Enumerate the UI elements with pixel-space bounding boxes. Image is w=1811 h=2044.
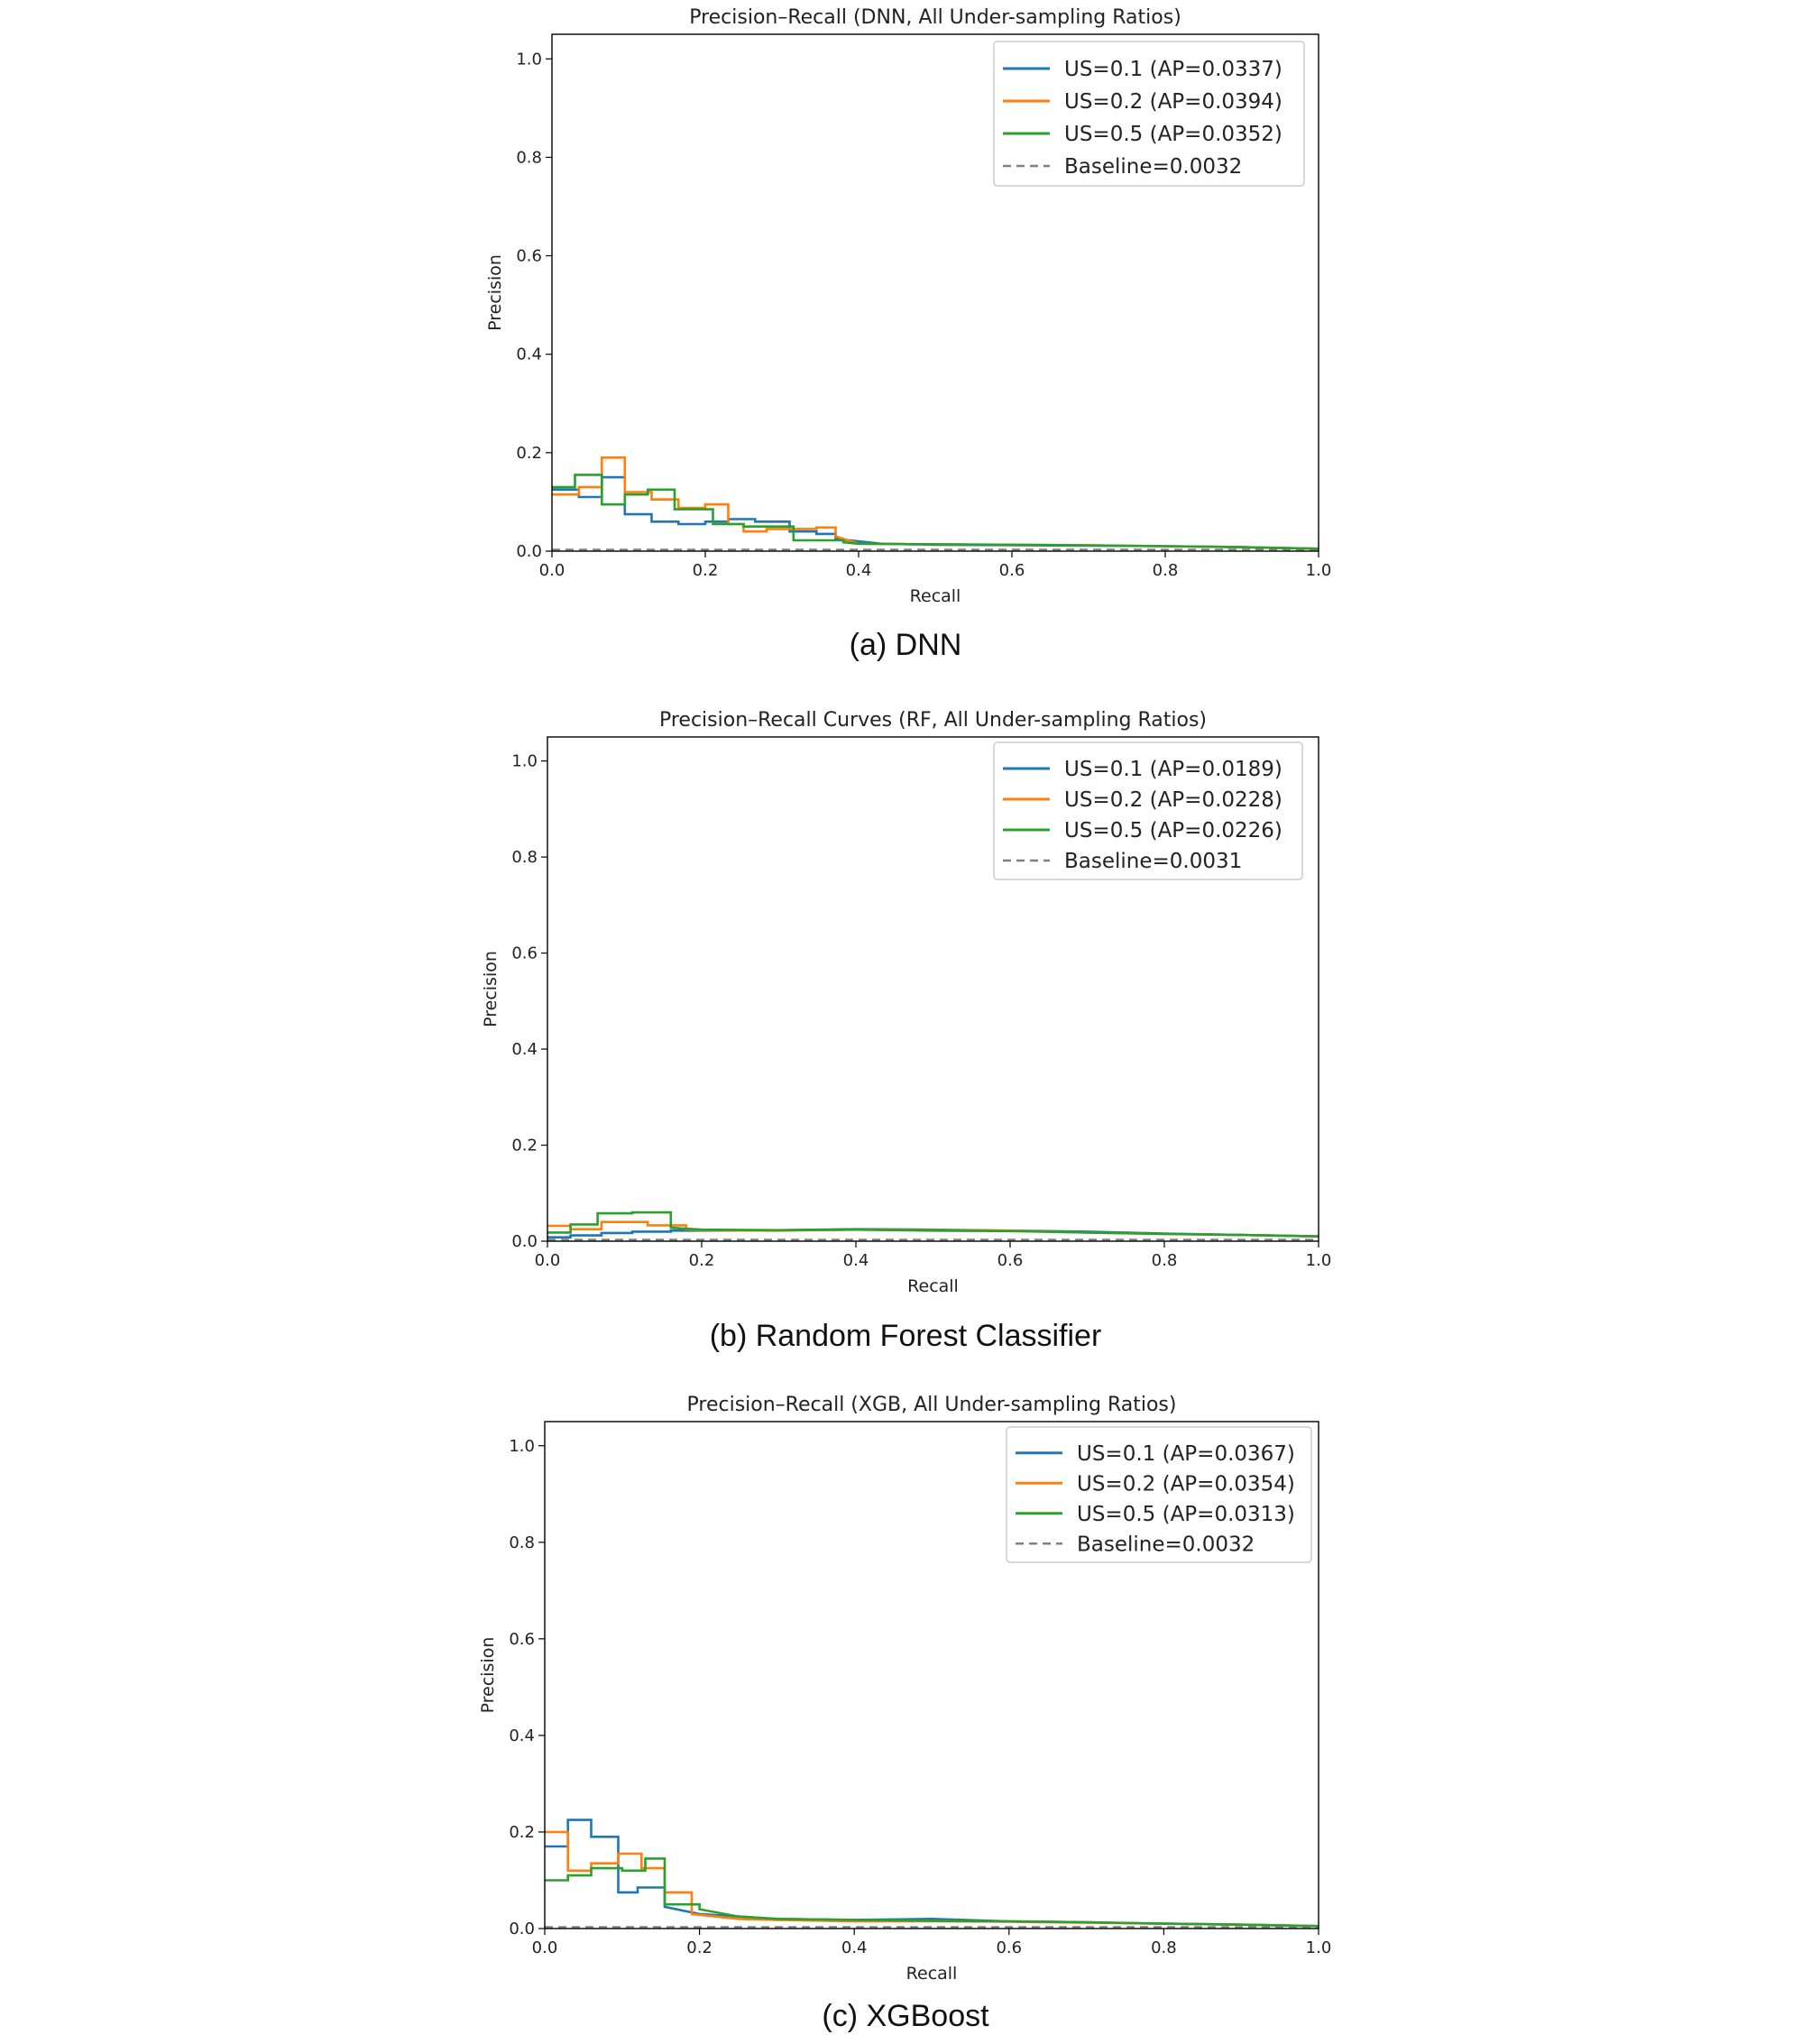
x-tick-label: 0.6 — [996, 1938, 1022, 1957]
chart-title: Precision–Recall (DNN, All Under-samplin… — [689, 6, 1181, 29]
y-axis-label: Precision — [478, 1637, 498, 1714]
legend-entry: US=0.5 (AP=0.0352) — [1064, 123, 1282, 146]
chart-title: Precision–Recall Curves (RF, All Under-s… — [659, 709, 1207, 732]
chart-panel-dnn: Precision–Recall (DNN, All Under-samplin… — [0, 0, 1811, 677]
x-tick-label: 0.4 — [843, 1251, 869, 1270]
y-tick-label: 0.0 — [511, 1232, 538, 1251]
y-tick-label: 0.0 — [509, 1920, 535, 1938]
legend-box — [993, 41, 1305, 187]
legend-entry: US=0.5 (AP=0.0226) — [1064, 819, 1282, 842]
y-tick-label: 0.6 — [511, 944, 538, 963]
chart-dnn: Precision–Recall (DNN, All Under-samplin… — [485, 6, 1332, 606]
plot-frame — [544, 1421, 1319, 1929]
y-tick-label: 1.0 — [509, 1437, 535, 1456]
x-axis-label: Recall — [910, 586, 961, 606]
chart-rf: Precision–Recall Curves (RF, All Under-s… — [481, 709, 1332, 1296]
y-tick-label: 0.2 — [511, 1137, 538, 1156]
y-tick-label: 0.4 — [511, 1040, 538, 1059]
y-tick-label: 1.0 — [516, 50, 542, 69]
x-tick-label: 0.0 — [535, 1251, 561, 1270]
legend-entry: Baseline=0.0032 — [1077, 1533, 1255, 1556]
x-tick-label: 0.2 — [693, 561, 719, 580]
legend-entry: US=0.2 (AP=0.0394) — [1064, 90, 1282, 114]
y-tick-label: 0.2 — [509, 1823, 535, 1842]
y-tick-label: 0.6 — [516, 247, 542, 266]
y-tick-label: 0.2 — [516, 444, 542, 463]
x-axis-label: Recall — [907, 1276, 959, 1296]
caption-dnn: (a) DNN — [849, 628, 962, 662]
y-tick-label: 0.8 — [511, 848, 538, 867]
x-tick-label: 1.0 — [1306, 561, 1332, 580]
y-tick-label: 1.0 — [511, 752, 538, 771]
legend-entry: US=0.1 (AP=0.0367) — [1077, 1442, 1295, 1466]
legend-entry: US=0.1 (AP=0.0337) — [1064, 58, 1282, 81]
legend-box — [1006, 1426, 1312, 1563]
x-axis-label: Recall — [906, 1964, 958, 1984]
chart-panel-rf: Precision–Recall Curves (RF, All Under-s… — [0, 696, 1811, 1382]
x-tick-label: 0.2 — [689, 1251, 715, 1270]
y-tick-label: 0.8 — [516, 148, 542, 167]
chart-xgb: Precision–Recall (XGB, All Under-samplin… — [478, 1394, 1332, 1984]
legend-entry: US=0.2 (AP=0.0228) — [1064, 788, 1282, 812]
series-line-1 — [545, 1830, 1319, 1928]
y-tick-label: 0.8 — [509, 1533, 535, 1552]
y-tick-label: 0.6 — [509, 1630, 535, 1649]
legend-entry: Baseline=0.0032 — [1064, 155, 1242, 179]
series-line-2 — [552, 474, 1319, 550]
y-axis-label: Precision — [481, 951, 501, 1027]
chart-panel-xgb: Precision–Recall (XGB, All Under-samplin… — [0, 1380, 1811, 2044]
legend-entry: US=0.5 (AP=0.0313) — [1077, 1503, 1295, 1526]
legend-entry: Baseline=0.0031 — [1064, 850, 1242, 873]
series-line-2 — [547, 1211, 1319, 1238]
x-tick-label: 0.8 — [1151, 1938, 1177, 1957]
series-line-0 — [545, 1818, 1319, 1928]
legend-entry: US=0.2 (AP=0.0354) — [1077, 1472, 1295, 1496]
y-tick-label: 0.4 — [509, 1726, 535, 1745]
plot-frame — [551, 33, 1319, 552]
x-tick-label: 0.4 — [846, 561, 872, 580]
x-tick-label: 0.0 — [532, 1938, 558, 1957]
legend-box — [993, 741, 1303, 880]
plot-frame — [547, 736, 1319, 1242]
y-axis-label: Precision — [485, 254, 505, 331]
series-line-1 — [552, 456, 1319, 550]
caption-rf: (b) Random Forest Classifier — [709, 1319, 1102, 1353]
y-tick-label: 0.4 — [516, 345, 542, 364]
series-line-0 — [552, 475, 1319, 550]
x-tick-label: 1.0 — [1306, 1938, 1332, 1957]
x-tick-label: 0.8 — [1152, 1251, 1178, 1270]
x-tick-label: 0.8 — [1153, 561, 1179, 580]
x-tick-label: 1.0 — [1306, 1251, 1332, 1270]
x-tick-label: 0.6 — [999, 561, 1025, 580]
chart-title: Precision–Recall (XGB, All Under-samplin… — [687, 1394, 1177, 1416]
caption-xgb: (c) XGBoost — [822, 1999, 989, 2033]
y-tick-label: 0.0 — [516, 542, 542, 561]
legend-entry: US=0.1 (AP=0.0189) — [1064, 758, 1282, 781]
x-tick-label: 0.6 — [997, 1251, 1024, 1270]
x-tick-label: 0.2 — [686, 1938, 712, 1957]
x-tick-label: 0.4 — [841, 1938, 868, 1957]
x-tick-label: 0.0 — [539, 561, 565, 580]
series-line-2 — [545, 1857, 1319, 1928]
